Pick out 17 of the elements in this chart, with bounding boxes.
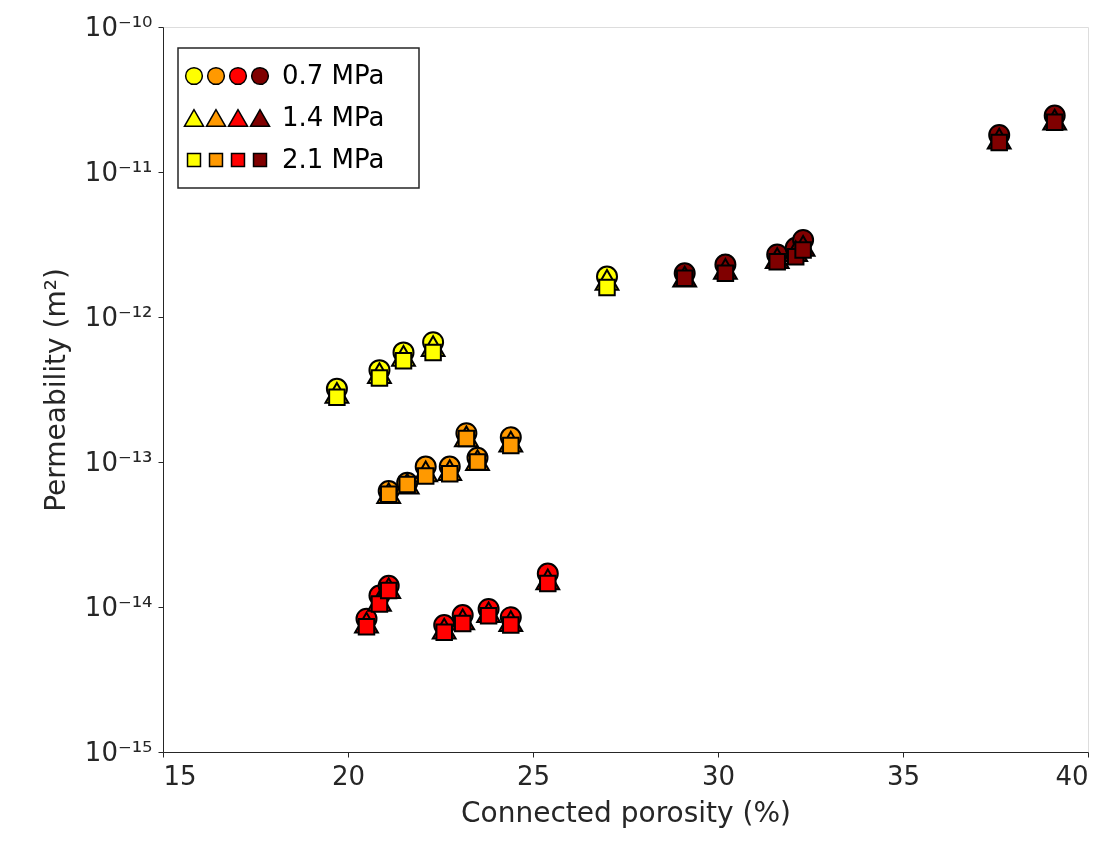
y-tick-label: 10⁻¹² (84, 301, 153, 332)
y-tick-label: 10⁻¹⁰ (84, 11, 153, 42)
y-axis-title: Permeability (m²) (38, 268, 72, 512)
x-tick-label: 25 (516, 760, 551, 791)
x-tick-label: 35 (886, 760, 921, 791)
y-tick-label: 10⁻¹³ (84, 446, 153, 477)
x-tick-label: 40 (1055, 760, 1089, 791)
legend-label: 2.1 MPa (282, 144, 385, 174)
y-tick-label: 10⁻¹¹ (84, 156, 153, 187)
x-tick-label: 20 (331, 760, 366, 791)
legend-label: 0.7 MPa (282, 60, 385, 90)
legend-label: 1.4 MPa (282, 102, 385, 132)
y-tick-label: 10⁻¹⁵ (84, 736, 153, 767)
x-tick-label: 15 (163, 760, 197, 791)
x-tick-label: 30 (701, 760, 736, 791)
y-tick-label: 10⁻¹⁴ (84, 591, 153, 622)
x-axis-title: Connected porosity (%) (461, 795, 791, 829)
